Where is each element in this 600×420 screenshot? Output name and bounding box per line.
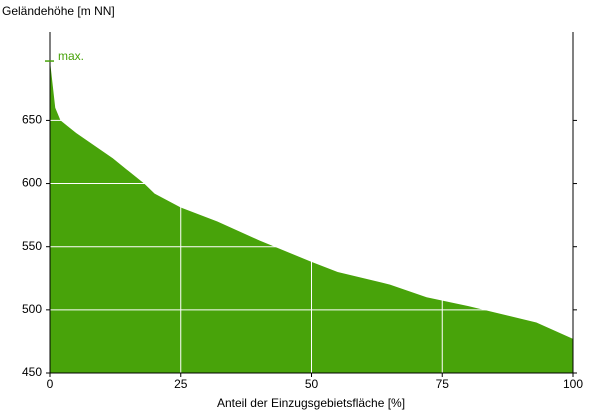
y-tick-label: 650 [22,113,42,127]
x-tick-label: 0 [47,377,54,391]
max-label: max. [58,49,84,63]
x-tick-label: 75 [436,377,450,391]
y-tick-label: 450 [22,365,42,379]
x-tick-label: 25 [174,377,188,391]
y-tick-label: 500 [22,302,42,316]
x-axis-title: Anteil der Einzugsgebietsfläche [%] [217,396,405,410]
y-tick-label: 600 [22,176,42,190]
x-tick-label: 50 [305,377,319,391]
y-axis-title: Geländehöhe [m NN] [2,4,115,18]
y-tick-label: 550 [22,239,42,253]
x-tick-label: 100 [563,377,583,391]
